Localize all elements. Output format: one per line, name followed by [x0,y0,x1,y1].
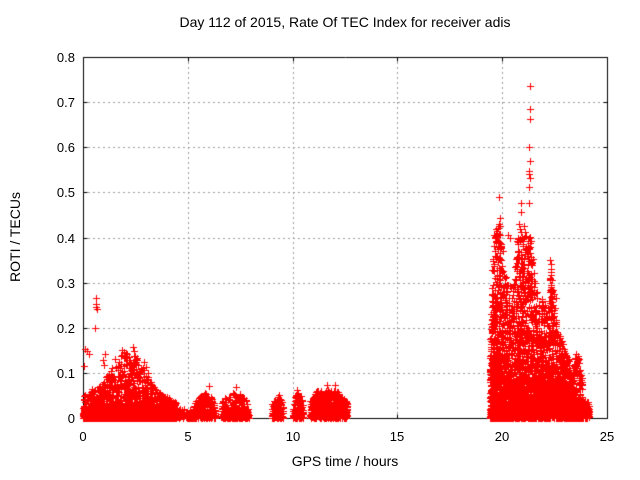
y-tick-label: 0.3 [56,276,75,291]
y-tick-label: 0.5 [56,185,75,200]
y-axis-label: ROTI / TECUs [7,192,23,282]
y-tick-label: 0.7 [56,95,75,110]
x-axis-label: GPS time / hours [291,453,399,469]
y-tick-label: 0.8 [56,50,75,65]
y-tick-label: 0 [67,411,75,426]
x-tick-label: 15 [389,429,405,444]
x-tick-label: 25 [599,429,615,444]
x-tick-label: 5 [184,429,192,444]
chart-title: Day 112 of 2015, Rate Of TEC Index for r… [179,14,511,30]
x-tick-label: 0 [79,429,87,444]
y-tick-label: 0.4 [56,231,75,246]
y-tick-label: 0.2 [56,321,75,336]
y-tick-label: 0.6 [56,140,75,155]
y-tick-label: 0.1 [56,366,75,381]
x-tick-label: 20 [494,429,510,444]
x-tick-label: 10 [285,429,301,444]
